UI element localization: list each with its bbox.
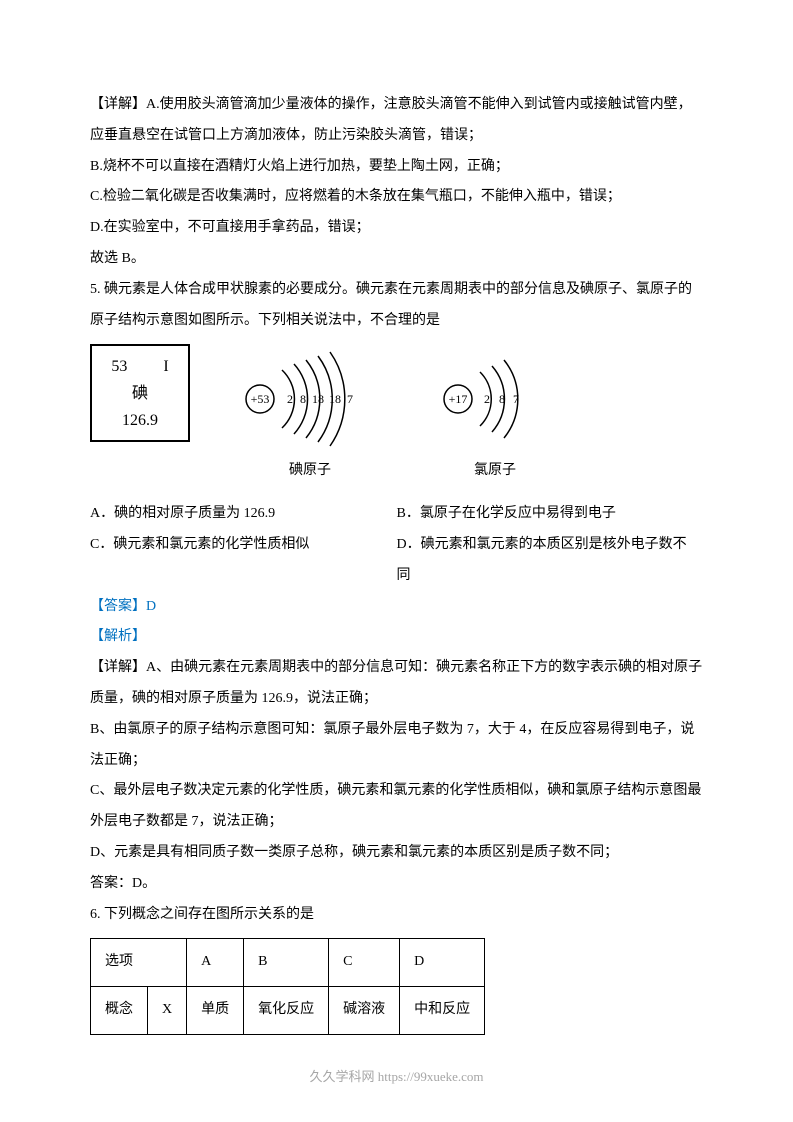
element-top-row: 53 I [111, 353, 168, 380]
q6-stem: 6. 下列概念之间存在图所示关系的是 [90, 900, 703, 931]
iodine-nucleus: +53 [251, 392, 270, 406]
q4-detail-B: B.烧杯不可以直接在酒精灯火焰上进行加热，要垫上陶土网，正确； [90, 152, 703, 183]
element-name: 碘 [132, 380, 148, 407]
svg-text:18: 18 [312, 392, 324, 406]
iodine-svg: +53 2 8 18 18 7 [230, 344, 390, 454]
table-cell: 概念 [91, 987, 148, 1035]
q4-detail-D: D.在实验室中，不可直接用手拿药品，错误； [90, 213, 703, 244]
q4-detail-C: C.检验二氧化碳是否收集满时，应将燃着的木条放在集气瓶口，不能伸入瓶中，错误； [90, 182, 703, 213]
q5-option-D: D．碘元素和氯元素的本质区别是核外电子数不同 [397, 530, 704, 592]
q5-detail-C: C、最外层电子数决定元素的化学性质，碘元素和氯元素的化学性质相似，碘和氯原子结构… [90, 776, 703, 838]
page-footer: 久久学科网 https://99xueke.com [0, 1063, 793, 1092]
q5-stem: 5. 碘元素是人体合成甲状腺素的必要成分。碘元素在元素周期表中的部分信息及碘原子… [90, 275, 703, 337]
q5-diagrams: 53 I 碘 126.9 +53 2 8 18 18 7 碘原子 [90, 344, 703, 487]
q5-explain-label: 【解析】 [90, 622, 703, 653]
element-number: 53 [111, 353, 127, 380]
table-row: 概念 X 单质 氧化反应 碱溶液 中和反应 [91, 987, 485, 1035]
table-cell: 氧化反应 [244, 987, 329, 1035]
periodic-element-box: 53 I 碘 126.9 [90, 344, 190, 442]
q5-detail-B: B、由氯原子的原子结构示意图可知：氯原子最外层电子数为 7，大于 4，在反应容易… [90, 715, 703, 777]
q5-detail-D: D、元素是具有相同质子数一类原子总称，碘元素和氯元素的本质区别是质子数不同； [90, 838, 703, 869]
table-cell: 中和反应 [400, 987, 485, 1035]
q4-detail-A: 【详解】A.使用胶头滴管滴加少量液体的操作，注意胶头滴管不能伸入到试管内或接触试… [90, 90, 703, 152]
svg-text:7: 7 [347, 392, 353, 406]
q5-num: 5. [90, 282, 101, 297]
svg-text:8: 8 [300, 392, 306, 406]
element-mass: 126.9 [122, 407, 158, 434]
element-symbol: I [163, 353, 168, 380]
iodine-atom-diagram: +53 2 8 18 18 7 碘原子 [230, 344, 390, 487]
table-cell: X [148, 987, 187, 1035]
svg-text:18: 18 [329, 392, 341, 406]
q5-conclusion: 答案：D。 [90, 869, 703, 900]
svg-text:8: 8 [499, 392, 505, 406]
table-cell: A [187, 939, 244, 987]
table-cell: 单质 [187, 987, 244, 1035]
q6-num: 6. [90, 907, 101, 922]
q6-table: 选项 A B C D 概念 X 单质 氧化反应 碱溶液 中和反应 [90, 938, 485, 1035]
table-cell: 碱溶液 [329, 987, 400, 1035]
detail-prefix: 【详解】 [90, 97, 146, 112]
iodine-caption: 碘原子 [289, 456, 331, 487]
svg-text:2: 2 [484, 392, 490, 406]
chlorine-atom-diagram: +17 2 8 7 氯原子 [430, 344, 560, 487]
chlorine-nucleus: +17 [449, 392, 468, 406]
table-cell: D [400, 939, 485, 987]
q5-option-A: A．碘的相对原子质量为 126.9 [90, 499, 397, 530]
svg-text:2: 2 [287, 392, 293, 406]
table-row: 选项 A B C D [91, 939, 485, 987]
table-cell: C [329, 939, 400, 987]
table-cell: 选项 [91, 939, 187, 987]
q5-option-B: B．氯原子在化学反应中易得到电子 [397, 499, 704, 530]
q5-options: A．碘的相对原子质量为 126.9 B．氯原子在化学反应中易得到电子 C．碘元素… [90, 499, 703, 591]
q5-answer: 【答案】D [90, 592, 703, 623]
svg-text:7: 7 [513, 392, 519, 406]
chlorine-caption: 氯原子 [474, 456, 516, 487]
chlorine-svg: +17 2 8 7 [430, 344, 560, 454]
table-cell: B [244, 939, 329, 987]
q4-conclusion: 故选 B。 [90, 244, 703, 275]
q5-detail-A: 【详解】A、由碘元素在元素周期表中的部分信息可知：碘元素名称正下方的数字表示碘的… [90, 653, 703, 715]
q5-option-C: C．碘元素和氯元素的化学性质相似 [90, 530, 397, 592]
